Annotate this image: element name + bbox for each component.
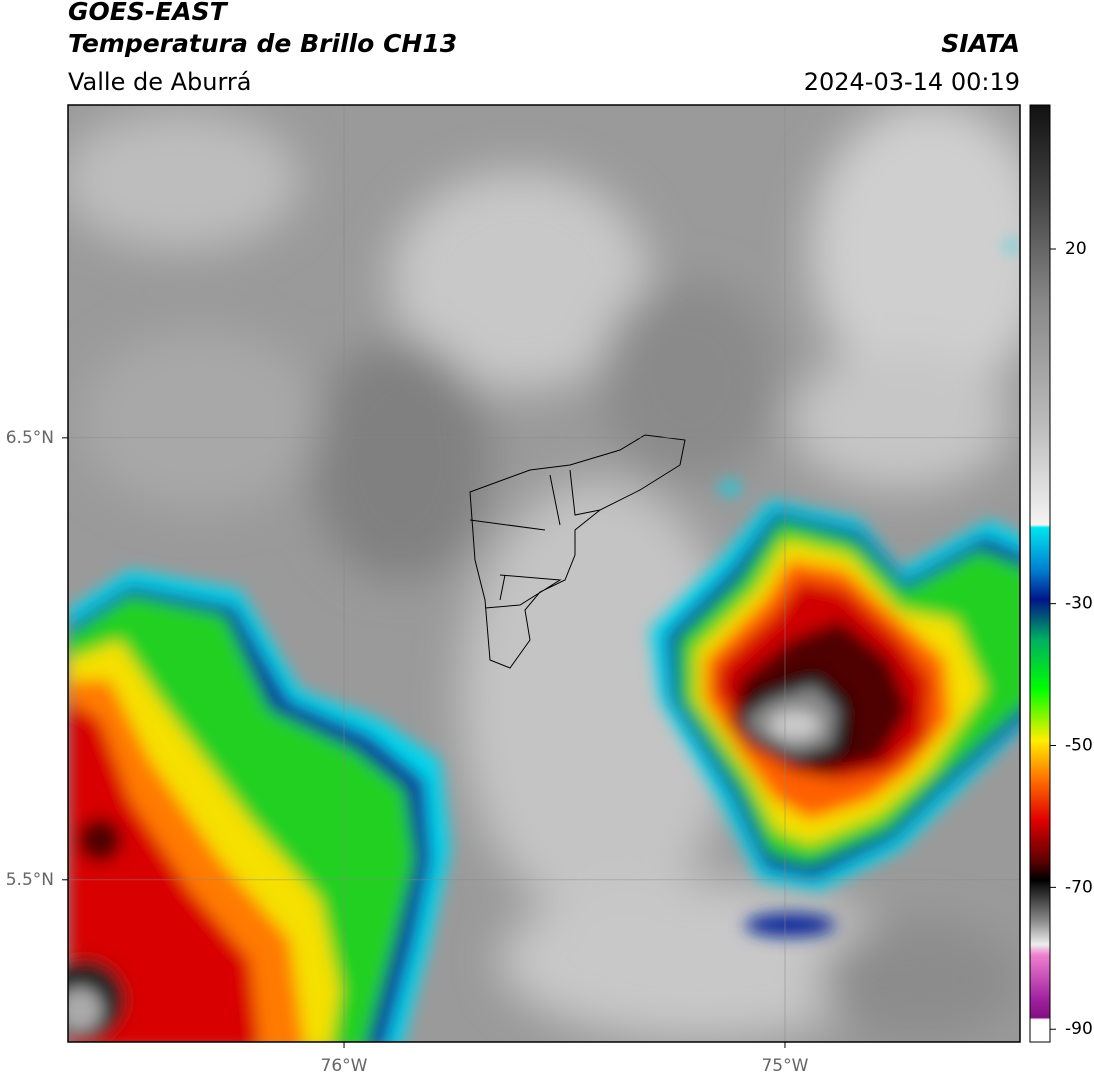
- satellite-image: [68, 105, 1020, 1042]
- colorbar-tick-label: -50: [1065, 736, 1093, 756]
- map-frame: [67, 104, 1021, 1043]
- valley-outline: [469, 434, 686, 669]
- source: SIATA: [941, 29, 1020, 58]
- y-tick-label: 6.5°N: [6, 428, 54, 448]
- region: Valle de Aburrá: [68, 68, 252, 96]
- title: GOES-EAST: [68, 0, 229, 26]
- x-tick-label: 75°W: [761, 1056, 808, 1076]
- x-tick-label: 76°W: [321, 1056, 368, 1076]
- colorbar-tick-label: -30: [1065, 594, 1093, 614]
- colorbar: [1029, 104, 1051, 1043]
- colorbar-tick-label: -90: [1065, 1019, 1093, 1039]
- timestamp: 2024-03-14 00:19: [804, 68, 1020, 96]
- colorbar-tick-label: -70: [1065, 877, 1093, 897]
- subtitle: Temperatura de Brillo CH13: [68, 29, 457, 58]
- graticule: [68, 105, 1020, 1042]
- colorbar-tick-label: 20: [1065, 239, 1087, 259]
- y-tick-label: 5.5°N: [6, 870, 54, 890]
